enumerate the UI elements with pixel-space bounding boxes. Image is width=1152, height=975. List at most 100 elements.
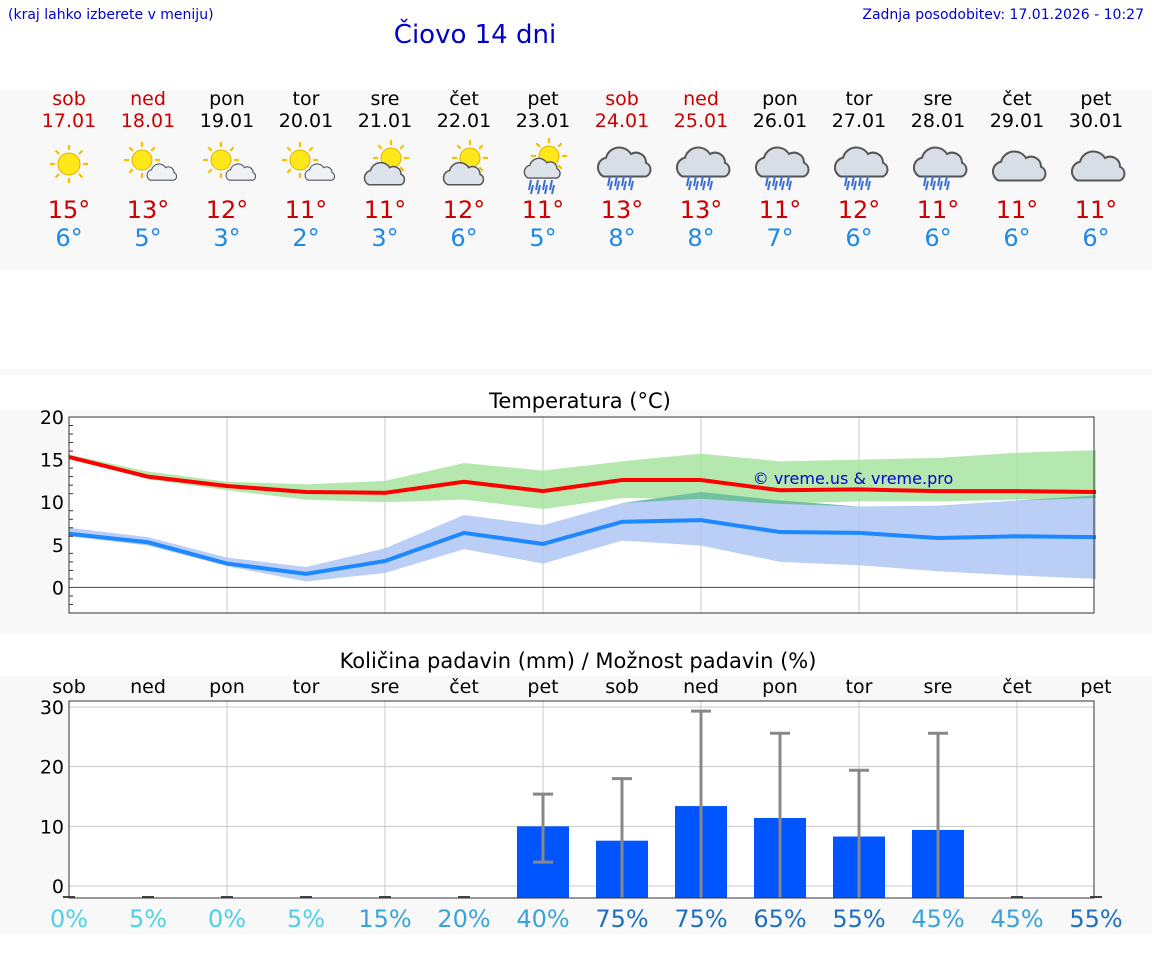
x-category-label: ned (683, 676, 719, 698)
day-date: 25.01 (673, 110, 729, 132)
day-name: tor (845, 88, 873, 110)
min-temp: 6° (450, 224, 478, 252)
day-column: ned 18.01 13° 5° (109, 88, 187, 252)
x-category-label: pon (209, 676, 245, 698)
x-category-label: čet (449, 676, 479, 698)
precip-probability: 0% (208, 905, 246, 933)
max-temp: 12° (205, 196, 249, 224)
y-tick-label: 20 (40, 757, 64, 779)
precipitation-chart: Količina padavin (mm) / Možnost padavin … (40, 649, 1123, 933)
sun-icon (30, 132, 108, 196)
min-temp-line (68, 518, 1097, 576)
max-temp: 11° (284, 196, 328, 224)
day-column: tor 27.01 12° 6° (820, 88, 898, 252)
precip-probability: 45% (990, 905, 1043, 933)
day-name: pet (527, 88, 559, 110)
y-tick-label: 0 (52, 876, 64, 898)
x-category-label: ned (130, 676, 166, 698)
max-temp: 12° (442, 196, 486, 224)
day-date: 24.01 (594, 110, 650, 132)
min-temp: 7° (766, 224, 794, 252)
day-date: 26.01 (752, 110, 808, 132)
max-temp: 11° (916, 196, 960, 224)
day-column: sob 17.01 15° 6° (30, 88, 108, 252)
day-date: 27.01 (831, 110, 887, 132)
min-temp: 8° (687, 224, 715, 252)
day-date: 19.01 (199, 110, 255, 132)
day-date: 23.01 (515, 110, 571, 132)
y-tick-label: 20 (40, 407, 64, 429)
chart-title: Temperatura (°C) (488, 389, 671, 413)
day-date: 30.01 (1068, 110, 1124, 132)
day-name: sob (52, 88, 86, 110)
day-name: sre (370, 88, 400, 110)
min-temp: 8° (608, 224, 636, 252)
precip-probability: 15% (358, 905, 411, 933)
max-temp: 11° (363, 196, 407, 224)
sun-cloud-icon (109, 132, 187, 196)
sun-cloud-rain-icon (504, 132, 582, 196)
max-temp-band (69, 450, 1096, 510)
day-name: sob (605, 88, 639, 110)
day-column: pet 30.01 11° 6° (1057, 88, 1135, 252)
page-title: Čiovo 14 dni (393, 20, 557, 50)
cloud-rain-icon (662, 132, 740, 196)
precip-probability: 45% (911, 905, 964, 933)
day-name: pon (762, 88, 798, 110)
day-date: 28.01 (910, 110, 966, 132)
x-category-label: sre (371, 676, 400, 698)
cloud-sun-icon (425, 132, 503, 196)
precip-probability: 65% (753, 905, 806, 933)
precip-probability: 55% (1069, 905, 1122, 933)
plot-frame (68, 700, 1095, 899)
day-date: 20.01 (278, 110, 334, 132)
precip-probability: 75% (595, 905, 648, 933)
day-column: čet 22.01 12° 6° (425, 88, 503, 252)
x-category-label: pet (527, 676, 558, 698)
cloud-rain-icon (741, 132, 819, 196)
min-temp-band (69, 491, 1096, 582)
day-column: sob 24.01 13° 8° (583, 88, 661, 252)
x-category-label: tor (846, 676, 873, 698)
day-date: 22.01 (436, 110, 492, 132)
x-category-label: čet (1002, 676, 1032, 698)
day-date: 21.01 (357, 110, 413, 132)
temperature-chart: 0 5 10 15 20 Temperatura (°C) © vreme.us & vre… (40, 389, 1097, 614)
y-tick-label: 10 (40, 492, 64, 514)
location-hint: (kraj lahko izberete v meniju) (8, 7, 214, 23)
min-temp: 5° (134, 224, 162, 252)
min-temp: 6° (845, 224, 873, 252)
y-tick-label: 15 (40, 450, 64, 472)
x-category-label: tor (293, 676, 320, 698)
min-temp: 6° (55, 224, 83, 252)
cloud-icon (1057, 132, 1135, 196)
sun-cloud-icon (188, 132, 266, 196)
min-temp: 3° (371, 224, 399, 252)
max-temp: 11° (758, 196, 802, 224)
max-temp: 13° (679, 196, 723, 224)
max-temp-line (68, 455, 1097, 495)
plot-frame (68, 416, 1095, 614)
max-temp: 15° (47, 196, 91, 224)
min-temp: 5° (529, 224, 557, 252)
x-category-label: sob (52, 676, 86, 698)
day-column: sre 21.01 11° 3° (346, 88, 424, 252)
day-column: sre 28.01 11° 6° (899, 88, 977, 252)
cloud-rain-icon (820, 132, 898, 196)
max-temp: 13° (600, 196, 644, 224)
day-name: čet (449, 88, 479, 110)
precip-probability: 75% (674, 905, 727, 933)
day-date: 18.01 (120, 110, 176, 132)
max-temp: 11° (521, 196, 565, 224)
min-temp: 6° (1082, 224, 1110, 252)
min-temp: 6° (1003, 224, 1031, 252)
day-date: 17.01 (41, 110, 97, 132)
cloud-rain-icon (583, 132, 661, 196)
max-temp: 13° (126, 196, 170, 224)
day-name: pet (1080, 88, 1112, 110)
precip-probability: 0% (50, 905, 88, 933)
separator (0, 369, 1152, 375)
precip-probability: 5% (129, 905, 167, 933)
day-column: čet 29.01 11° 6° (978, 88, 1056, 252)
max-temp: 12° (837, 196, 881, 224)
